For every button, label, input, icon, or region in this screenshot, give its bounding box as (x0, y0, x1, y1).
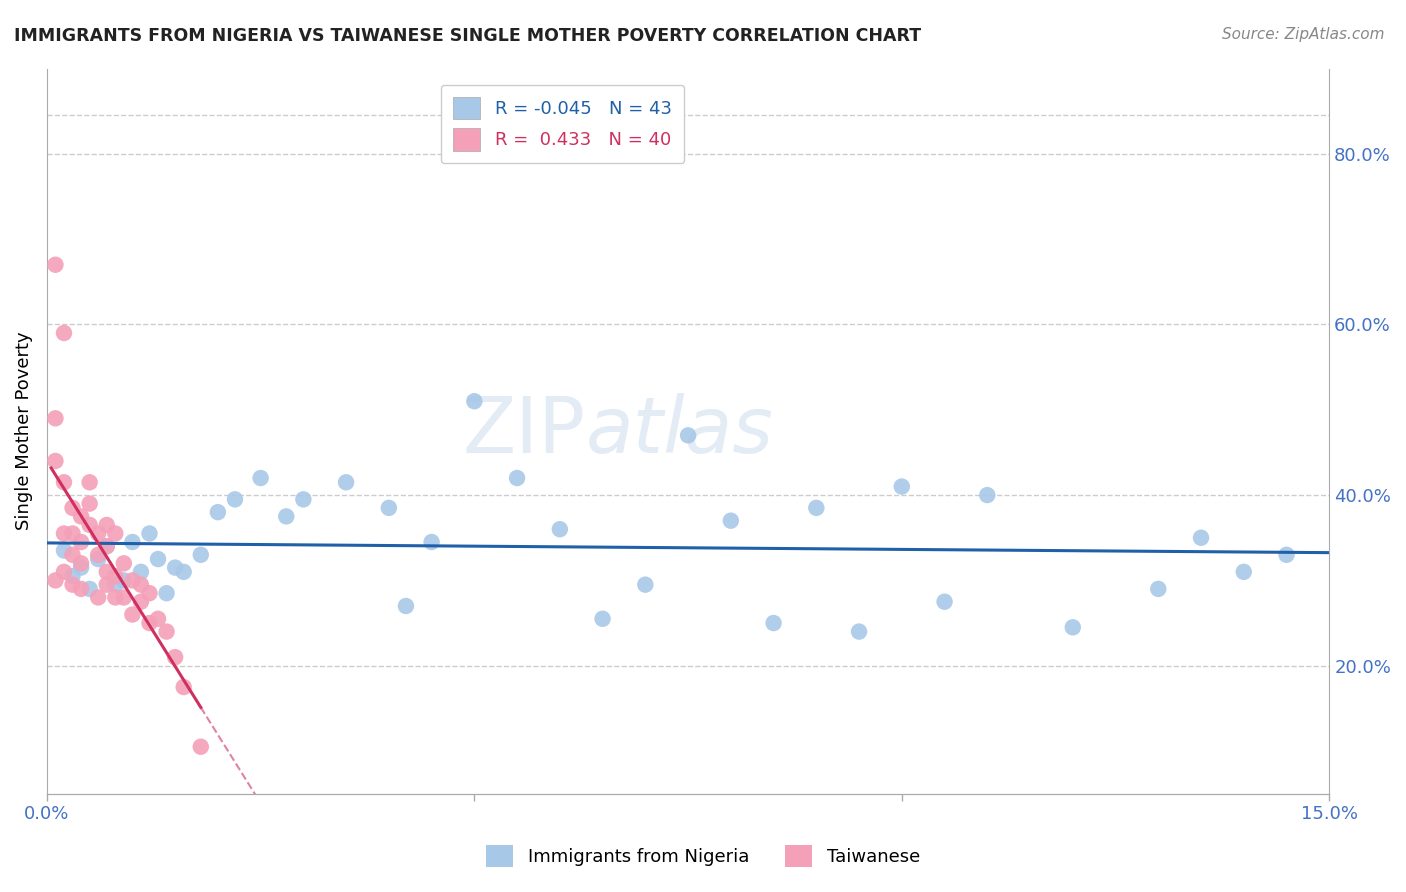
Text: ZIP: ZIP (463, 393, 585, 469)
Point (112, 591, 135, 605)
Point (1233, 565, 1256, 579)
Point (104, 526, 127, 541)
Point (104, 591, 127, 605)
Point (1147, 582, 1170, 596)
Point (592, 612, 614, 626)
Point (87, 552, 110, 566)
Point (104, 577, 127, 591)
Point (155, 624, 177, 639)
Point (112, 557, 135, 571)
Point (506, 471, 529, 485)
Point (44, 454, 66, 468)
Point (53, 475, 76, 490)
Point (165, 560, 187, 574)
Legend: Immigrants from Nigeria, Taiwanese: Immigrants from Nigeria, Taiwanese (479, 838, 927, 874)
Point (207, 505, 229, 519)
Point (173, 565, 195, 579)
Point (138, 586, 160, 600)
Text: atlas: atlas (585, 393, 773, 469)
Legend: R = -0.045   N = 43, R =  0.433   N = 40: R = -0.045 N = 43, R = 0.433 N = 40 (440, 85, 685, 163)
Point (1062, 620, 1084, 634)
Point (112, 574, 135, 588)
Point (79, 582, 101, 596)
Text: IMMIGRANTS FROM NIGERIA VS TAIWANESE SINGLE MOTHER POVERTY CORRELATION CHART: IMMIGRANTS FROM NIGERIA VS TAIWANESE SIN… (14, 27, 921, 45)
Point (146, 552, 169, 566)
Point (96, 539, 118, 553)
Point (70, 557, 93, 571)
Text: Source: ZipAtlas.com: Source: ZipAtlas.com (1222, 27, 1385, 42)
Point (62, 500, 84, 515)
Point (87, 591, 110, 605)
Point (53, 526, 76, 541)
Point (146, 612, 169, 626)
Point (292, 492, 315, 507)
Point (190, 739, 212, 754)
Point (190, 548, 212, 562)
Point (87, 526, 110, 541)
Point (420, 535, 443, 549)
Point (53, 543, 76, 558)
Point (806, 500, 828, 515)
Point (121, 574, 143, 588)
Point (53, 326, 76, 340)
Point (378, 500, 401, 515)
Point (934, 595, 956, 609)
Point (762, 615, 785, 630)
Point (249, 471, 271, 485)
Point (96, 577, 118, 591)
Point (129, 577, 152, 591)
Point (70, 535, 93, 549)
Point (62, 577, 84, 591)
Point (87, 548, 110, 562)
Point (129, 595, 152, 609)
Point (335, 475, 357, 490)
Point (634, 577, 657, 591)
Point (1275, 548, 1298, 562)
Point (79, 475, 101, 490)
Point (62, 526, 84, 541)
Point (62, 548, 84, 562)
Point (44, 411, 66, 425)
Point (44, 258, 66, 272)
Point (224, 492, 246, 507)
Point (1189, 531, 1212, 545)
Point (70, 582, 93, 596)
Point (96, 565, 118, 579)
Point (976, 488, 998, 502)
Point (548, 522, 571, 536)
Point (848, 624, 870, 639)
Point (165, 650, 187, 665)
Point (720, 514, 742, 528)
Point (62, 569, 84, 583)
Point (44, 574, 66, 588)
Point (53, 565, 76, 579)
Point (890, 479, 912, 493)
Point (173, 680, 195, 694)
Point (463, 394, 485, 409)
Point (121, 607, 143, 622)
Point (104, 569, 127, 583)
Point (70, 509, 93, 524)
Point (96, 539, 118, 553)
Point (395, 599, 418, 613)
Point (138, 526, 160, 541)
Point (676, 428, 699, 442)
Point (79, 497, 101, 511)
Point (70, 560, 93, 574)
Point (96, 517, 118, 532)
Point (276, 509, 298, 524)
Point (79, 517, 101, 532)
Point (129, 565, 152, 579)
Y-axis label: Single Mother Poverty: Single Mother Poverty (15, 332, 32, 531)
Point (155, 586, 177, 600)
Point (121, 535, 143, 549)
Point (138, 615, 160, 630)
